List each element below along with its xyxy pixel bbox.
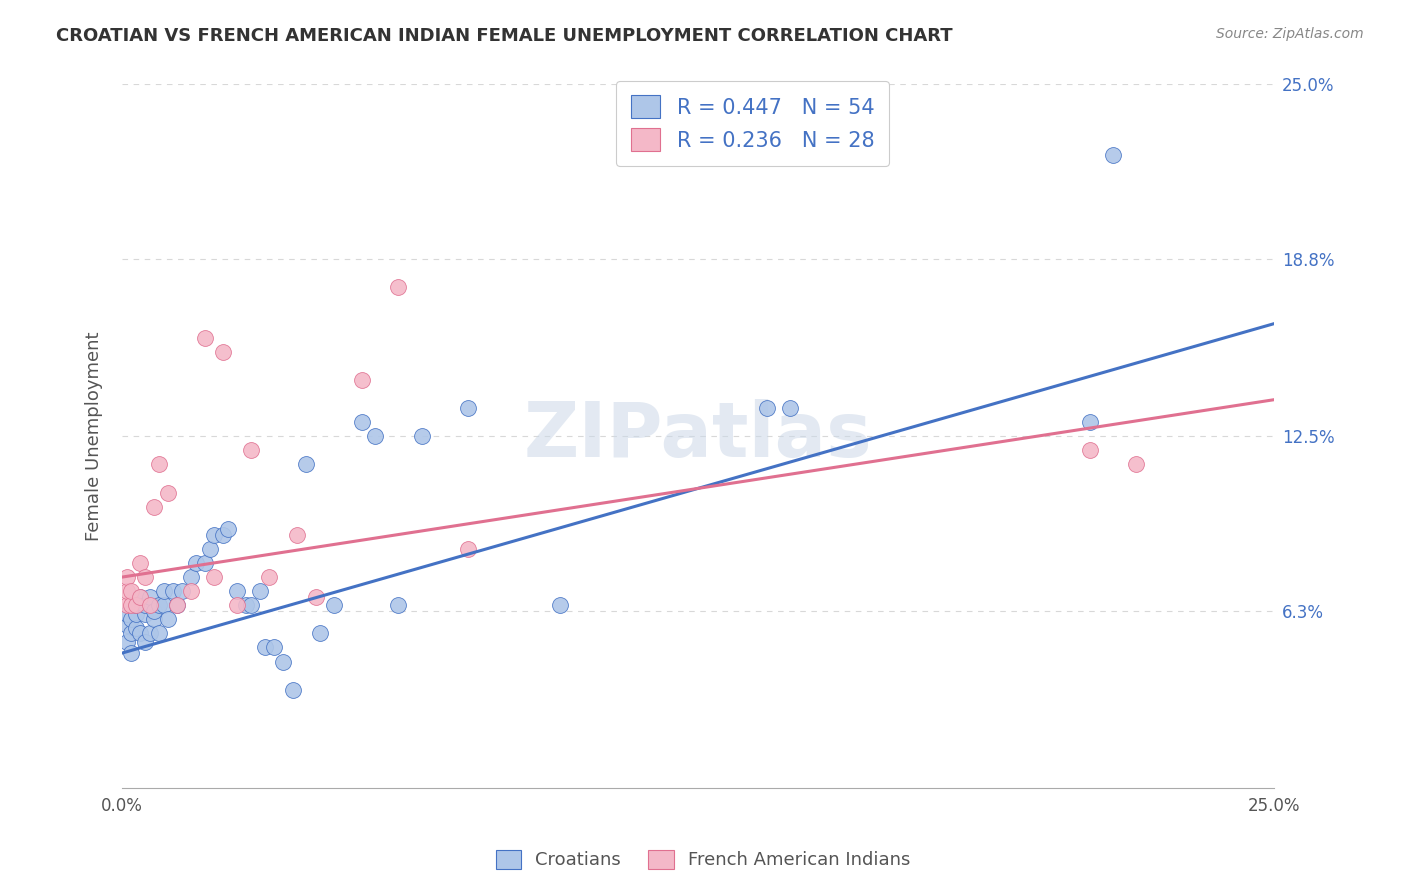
- Point: [194, 556, 217, 570]
- Point: [212, 528, 235, 542]
- Point: [194, 331, 217, 345]
- Point: [202, 570, 225, 584]
- Point: [323, 599, 346, 613]
- Point: [115, 618, 138, 632]
- Point: [226, 584, 249, 599]
- Point: [253, 640, 276, 655]
- Point: [143, 612, 166, 626]
- Point: [115, 570, 138, 584]
- Point: [129, 626, 152, 640]
- Point: [180, 570, 202, 584]
- Point: [120, 599, 142, 613]
- Point: [157, 612, 180, 626]
- Point: [125, 599, 148, 613]
- Point: [184, 556, 207, 570]
- Point: [138, 626, 160, 640]
- Point: [125, 607, 148, 621]
- Point: [115, 607, 138, 621]
- Point: [202, 528, 225, 542]
- Point: [304, 590, 326, 604]
- Point: [309, 626, 332, 640]
- Point: [120, 584, 142, 599]
- Point: [125, 621, 148, 635]
- Point: [115, 599, 138, 613]
- Point: [148, 626, 170, 640]
- Point: [1125, 458, 1147, 472]
- Point: [249, 584, 271, 599]
- Point: [138, 599, 160, 613]
- Point: [115, 635, 138, 649]
- Point: [457, 541, 479, 556]
- Point: [240, 443, 263, 458]
- Point: [350, 415, 373, 429]
- Point: [148, 599, 170, 613]
- Point: [138, 590, 160, 604]
- Point: [1078, 415, 1101, 429]
- Point: [134, 607, 156, 621]
- Point: [350, 373, 373, 387]
- Point: [134, 599, 156, 613]
- Text: CROATIAN VS FRENCH AMERICAN INDIAN FEMALE UNEMPLOYMENT CORRELATION CHART: CROATIAN VS FRENCH AMERICAN INDIAN FEMAL…: [56, 27, 953, 45]
- Point: [387, 280, 409, 294]
- Text: Source: ZipAtlas.com: Source: ZipAtlas.com: [1216, 27, 1364, 41]
- Point: [129, 590, 152, 604]
- Point: [226, 599, 249, 613]
- Point: [285, 528, 308, 542]
- Point: [152, 584, 174, 599]
- Point: [134, 635, 156, 649]
- Point: [143, 604, 166, 618]
- Point: [387, 599, 409, 613]
- Point: [271, 655, 294, 669]
- Point: [198, 541, 221, 556]
- Text: ZIPatlas: ZIPatlas: [523, 400, 872, 474]
- Point: [295, 458, 318, 472]
- Y-axis label: Female Unemployment: Female Unemployment: [86, 332, 103, 541]
- Point: [148, 458, 170, 472]
- Point: [411, 429, 433, 443]
- Point: [162, 584, 184, 599]
- Point: [170, 584, 193, 599]
- Point: [217, 522, 239, 536]
- Point: [166, 599, 188, 613]
- Point: [364, 429, 387, 443]
- Point: [120, 612, 142, 626]
- Point: [235, 599, 257, 613]
- Point: [120, 626, 142, 640]
- Point: [457, 401, 479, 416]
- Point: [281, 682, 304, 697]
- Point: [115, 584, 138, 599]
- Point: [120, 646, 142, 660]
- Legend: R = 0.447   N = 54, R = 0.236   N = 28: R = 0.447 N = 54, R = 0.236 N = 28: [616, 81, 889, 166]
- Point: [263, 640, 285, 655]
- Point: [1078, 443, 1101, 458]
- Point: [212, 344, 235, 359]
- Point: [1101, 148, 1123, 162]
- Point: [129, 590, 152, 604]
- Point: [129, 556, 152, 570]
- Point: [259, 570, 281, 584]
- Point: [756, 401, 779, 416]
- Point: [143, 500, 166, 514]
- Legend: Croatians, French American Indians: Croatians, French American Indians: [486, 841, 920, 879]
- Point: [134, 570, 156, 584]
- Point: [548, 599, 571, 613]
- Point: [152, 599, 174, 613]
- Point: [166, 599, 188, 613]
- Point: [125, 599, 148, 613]
- Point: [240, 599, 263, 613]
- Point: [180, 584, 202, 599]
- Point: [779, 401, 801, 416]
- Point: [157, 485, 180, 500]
